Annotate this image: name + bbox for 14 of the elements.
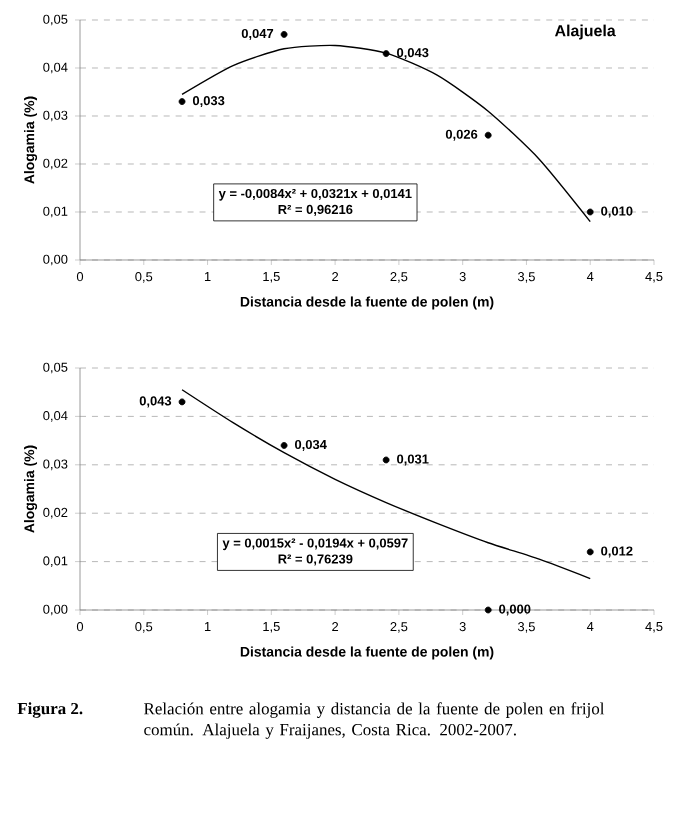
point xyxy=(484,131,492,139)
text: Relación entre alogamia y distancia de la fuente de polen en frijol común. Alajuela y Fraijanes, Costa Rica. 2002-2007. xyxy=(144,702,605,739)
point xyxy=(178,398,186,406)
line-series xyxy=(181,44,591,223)
point xyxy=(178,98,186,105)
point xyxy=(382,456,390,464)
text: Figura 2. xyxy=(17,702,83,718)
point xyxy=(280,31,288,38)
point xyxy=(382,50,390,57)
point xyxy=(586,208,594,216)
point xyxy=(586,548,594,556)
point xyxy=(280,442,288,449)
point xyxy=(484,606,492,614)
line-series xyxy=(181,389,591,580)
